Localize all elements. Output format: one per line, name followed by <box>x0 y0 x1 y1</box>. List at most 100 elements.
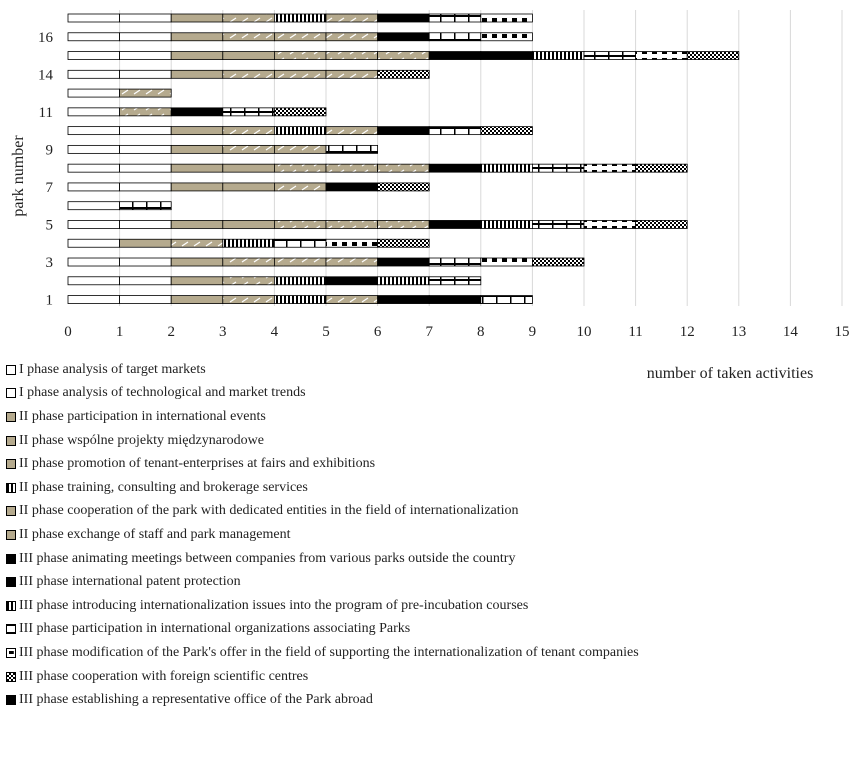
legend-swatch <box>6 647 16 658</box>
bar-segment <box>273 257 327 267</box>
legend-label: III phase cooperation with foreign scien… <box>19 668 309 684</box>
x-tick-label: 1 <box>116 324 124 340</box>
bar-segment <box>67 51 120 60</box>
bar-segment <box>119 32 172 42</box>
bar-segment <box>67 107 120 117</box>
legend: I phase analysis of target markets I phas… <box>6 358 639 712</box>
bar-segment <box>222 107 275 117</box>
legend-label: II phase exchange of staff and park mana… <box>19 526 291 542</box>
bar-segment <box>273 51 327 60</box>
bar-segment <box>273 295 327 304</box>
bar-segment <box>222 238 275 248</box>
bar-segment <box>428 276 482 286</box>
legend-item: III phase international patent protectio… <box>6 570 606 594</box>
bar-segment <box>119 295 172 304</box>
bar-segment <box>480 163 533 173</box>
legend-item: III phase cooperation with foreign scien… <box>6 665 606 689</box>
bar-segment <box>170 69 224 79</box>
bar-segment <box>325 51 378 60</box>
bar-segment <box>67 69 120 79</box>
bar-segment <box>635 163 688 173</box>
legend-swatch <box>6 624 16 635</box>
legend-swatch <box>6 459 16 470</box>
bar-segment <box>67 276 120 286</box>
bar-segment <box>428 126 482 136</box>
y-tick-label: 3 <box>46 255 54 271</box>
bar-segment <box>325 69 378 79</box>
legend-swatch <box>6 435 16 446</box>
x-tick-label: 12 <box>680 324 695 340</box>
bar-segment <box>428 32 482 42</box>
legend-label: III phase introducing internationalizati… <box>19 597 529 613</box>
bar-segment <box>273 126 327 136</box>
y-axis-title: park number <box>10 135 27 217</box>
bar-segment <box>428 295 482 304</box>
bars <box>67 13 740 304</box>
bar-segment <box>273 32 327 42</box>
bar-segment <box>67 238 120 248</box>
legend-item: II phase promotion of tenant-enterprises… <box>6 452 606 476</box>
bar-segment <box>170 295 224 304</box>
bar-segment <box>119 144 172 154</box>
legend-swatch <box>6 529 16 540</box>
bar-segment <box>377 69 430 79</box>
bar-segment <box>635 51 688 60</box>
bar-segment <box>67 220 120 229</box>
x-tick-label: 10 <box>577 324 592 340</box>
x-tick-label: 15 <box>835 324 850 340</box>
bar-segment <box>119 220 172 229</box>
bar-segment <box>67 13 120 23</box>
x-tick-label: 7 <box>425 324 433 340</box>
legend-label: III phase modification of the Park's off… <box>19 644 639 660</box>
x-tick-label: 2 <box>167 324 175 340</box>
legend-swatch <box>6 553 16 564</box>
bar-segment <box>170 126 224 136</box>
bar-segment <box>325 126 378 136</box>
bar-segment <box>325 276 378 286</box>
bar-segment <box>222 69 275 79</box>
bar-segment <box>273 238 327 248</box>
bar-segment <box>377 126 430 136</box>
bar-segment <box>222 295 275 304</box>
legend-swatch <box>6 388 16 399</box>
bar-segment <box>532 163 585 173</box>
bar-segment <box>377 220 430 229</box>
legend-label: III phase establishing a representative … <box>19 692 373 708</box>
x-tick-label: 13 <box>731 324 746 340</box>
bar-segment <box>119 182 172 192</box>
bar-segment <box>119 201 172 211</box>
legend-label: II phase cooperation of the park with de… <box>19 503 519 519</box>
legend-label: II phase participation in international … <box>19 408 266 424</box>
y-tick-label: 9 <box>46 142 54 158</box>
y-tick-label: 14 <box>38 67 54 83</box>
x-tick-label: 5 <box>322 324 330 340</box>
legend-swatch <box>6 671 16 682</box>
bar-segment <box>532 220 585 229</box>
bar-segment <box>325 163 378 173</box>
y-tick-label: 1 <box>46 293 54 309</box>
y-tick-labels: 1 3 5 7 9 11 14 16 <box>38 30 54 309</box>
bar-segment <box>273 182 327 192</box>
bar-segment <box>273 144 327 154</box>
bar-segment <box>480 295 533 304</box>
bar-segment <box>377 257 430 267</box>
bar-segment <box>67 257 120 267</box>
bar-segment <box>67 163 120 173</box>
bar-segment <box>222 13 275 23</box>
bar-segment <box>480 32 533 42</box>
bar-segment <box>377 295 430 304</box>
bar-segment <box>583 163 636 173</box>
bar-segment <box>480 220 533 229</box>
legend-item: III phase modification of the Park's off… <box>6 641 639 665</box>
y-tick-label: 5 <box>46 217 54 233</box>
bar-segment <box>119 163 172 173</box>
bar-segment <box>377 32 430 42</box>
x-tick-labels: 0 1 2 3 4 5 6 7 8 9 10 11 12 13 14 15 <box>64 324 849 340</box>
legend-label: I phase analysis of target markets <box>19 361 206 377</box>
bar-segment <box>67 126 120 136</box>
bar-segment <box>273 163 327 173</box>
bar-segment <box>428 220 482 229</box>
legend-swatch <box>6 695 16 706</box>
legend-swatch <box>6 411 16 422</box>
bar-segment <box>170 107 224 117</box>
